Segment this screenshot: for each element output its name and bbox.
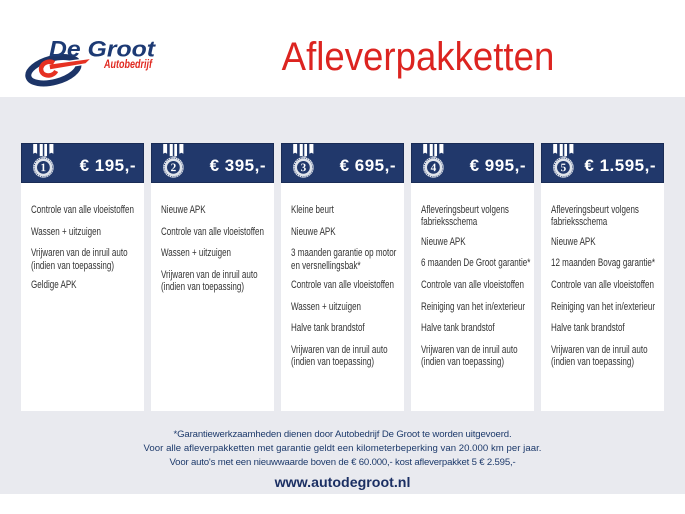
svg-text:De Groot: De Groot xyxy=(49,37,157,62)
svg-text:Autobedrijf: Autobedrijf xyxy=(103,59,153,71)
